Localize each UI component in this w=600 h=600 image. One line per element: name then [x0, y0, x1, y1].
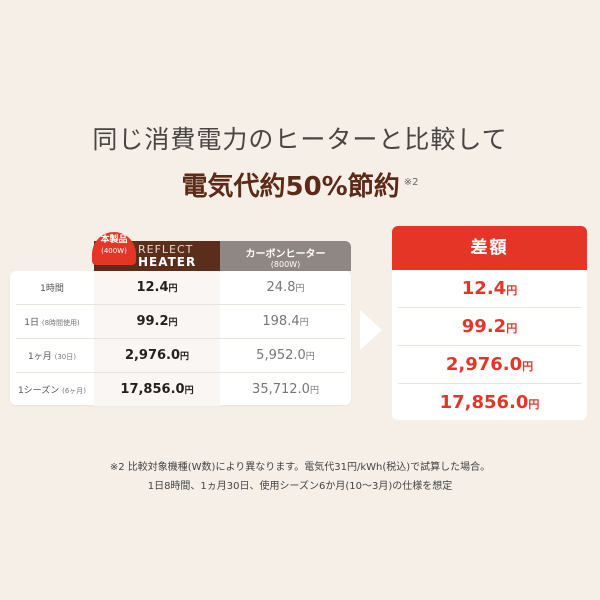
- row-label: 1日 (8時間使用): [10, 315, 94, 328]
- unit-label: 円: [184, 386, 194, 396]
- carbon-heater-watt: (800W): [270, 260, 301, 269]
- reflect-cost-value: 17,856.0: [120, 382, 185, 397]
- row-divider: [16, 372, 345, 373]
- difference-value: 99.2円: [392, 308, 587, 345]
- difference-amount: 17,856.0: [439, 392, 529, 413]
- row-label-note: (8時間使用): [41, 319, 80, 327]
- row-divider: [398, 383, 581, 384]
- footnote: ※2 比較対象機種(W数)により異なります。電気代31円/kWh(税込)で試算し…: [0, 458, 600, 496]
- comparison-table: 1時間 12.4 円 24.8円 1日 (8時間使用) 99.2 円 198.4円 …: [10, 271, 351, 406]
- table-row: 1日 (8時間使用) 99.2 円 198.4円: [10, 305, 351, 338]
- unit-label: 円: [309, 386, 319, 396]
- row-label: 1ヶ月 (30日): [10, 349, 94, 362]
- row-divider: [16, 304, 345, 305]
- column-header-carbon-heater: カーボンヒーター (800W): [220, 241, 351, 271]
- difference-value: 12.4円: [392, 270, 587, 307]
- headline-savings: 電気代約50%節約 ※2: [0, 166, 600, 203]
- product-badge: 本製品 (400W): [92, 232, 136, 265]
- unit-label: 円: [522, 360, 534, 373]
- difference-header: 差額: [392, 226, 587, 270]
- unit-label: 円: [295, 284, 305, 294]
- difference-value: 17,856.0円: [392, 384, 587, 421]
- unit-label: 円: [506, 322, 518, 335]
- footnote-line-2: 1日8時間、1ヵ月30日、使用シーズン6か月(10～3月)の仕様を想定: [147, 481, 453, 492]
- reflect-cost-value: 2,976.0: [124, 348, 181, 363]
- row-label-note: (6ヶ月): [62, 387, 87, 395]
- row-label-text: 1時間: [40, 284, 64, 294]
- unit-label: 円: [528, 398, 540, 411]
- unit-label: 円: [506, 284, 518, 297]
- savings-note-mark: ※2: [403, 177, 419, 189]
- row-label: 1シーズン (6ヶ月): [10, 383, 94, 396]
- difference-amount: 2,976.0: [445, 354, 523, 375]
- badge-title: 本製品: [100, 235, 128, 245]
- reflect-cost-cell: 17,856.0 円: [94, 373, 220, 406]
- table-row: 1ヶ月 (30日) 2,976.0 円 5,952.0円: [10, 339, 351, 372]
- row-label-text: 1日: [24, 318, 39, 328]
- arrow-right-icon: [360, 310, 382, 350]
- row-label-text: 1ヶ月: [28, 352, 52, 362]
- badge-watt: (400W): [101, 247, 127, 255]
- difference-amount: 12.4: [461, 278, 507, 299]
- row-label-note: (30日): [54, 353, 76, 361]
- reflect-label: REFLECT: [138, 243, 194, 256]
- row-divider: [398, 307, 581, 308]
- row-label-text: 1シーズン: [17, 386, 60, 396]
- carbon-cost-cell: 198.4円: [220, 314, 351, 329]
- carbon-cost-value: 24.8: [266, 280, 296, 295]
- carbon-cost-cell: 24.8円: [220, 280, 351, 295]
- footnote-line-1: ※2 比較対象機種(W数)により異なります。電気代31円/kWh(税込)で試算し…: [109, 462, 491, 473]
- reflect-cost-value: 99.2: [136, 314, 169, 329]
- difference-value: 2,976.0円: [392, 346, 587, 383]
- reflect-cost-cell: 12.4 円: [94, 271, 220, 304]
- carbon-heater-label: カーボンヒーター: [245, 249, 326, 260]
- row-divider: [16, 338, 345, 339]
- table-row: 1シーズン (6ヶ月) 17,856.0 円 35,712.0円: [10, 373, 351, 406]
- table-row: 1時間 12.4 円 24.8円: [10, 271, 351, 304]
- unit-label: 円: [168, 284, 178, 294]
- heater-label: HEATER: [138, 255, 197, 269]
- savings-text: 電気代約50%節約: [181, 172, 400, 202]
- carbon-cost-value: 198.4: [262, 314, 300, 329]
- unit-label: 円: [305, 352, 315, 362]
- unit-label: 円: [299, 318, 309, 328]
- reflect-cost-cell: 2,976.0 円: [94, 339, 220, 372]
- row-label: 1時間: [10, 281, 94, 294]
- reflect-cost-cell: 99.2 円: [94, 305, 220, 338]
- headline: 同じ消費電力のヒーターと比較して: [92, 125, 508, 154]
- carbon-cost-value: 35,712.0: [252, 382, 310, 397]
- row-divider: [398, 345, 581, 346]
- unit-label: 円: [168, 318, 178, 328]
- carbon-cost-cell: 5,952.0円: [220, 348, 351, 363]
- carbon-cost-cell: 35,712.0円: [220, 382, 351, 397]
- difference-amount: 99.2: [461, 316, 507, 337]
- reflect-cost-value: 12.4: [136, 280, 169, 295]
- difference-panel: 12.4円 99.2円 2,976.0円 17,856.0円: [392, 270, 587, 420]
- unit-label: 円: [180, 352, 190, 362]
- carbon-cost-value: 5,952.0: [256, 348, 306, 363]
